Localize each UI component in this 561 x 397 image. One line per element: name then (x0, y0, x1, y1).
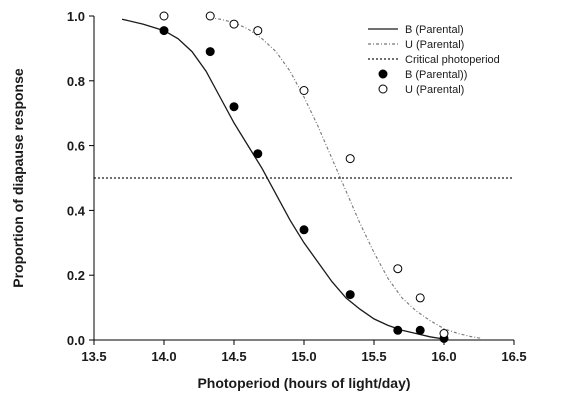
legend-label: U (Parental) (405, 84, 464, 96)
x-tick-label: 16.5 (501, 349, 526, 364)
legend-swatch-marker (378, 69, 388, 79)
y-tick-label: 1.0 (67, 9, 85, 24)
x-ticks: 13.5 14.0 14.5 15.0 15.5 16.0 16.5 (81, 340, 527, 364)
x-axis-label: Photoperiod (hours of light/day) (197, 375, 410, 391)
series-line-0 (121, 18, 440, 340)
data-point-filled (159, 26, 169, 36)
plot-lines (94, 17, 514, 340)
y-tick-label: 0.0 (67, 333, 85, 348)
y-axis-label: Proportion of diapause response (10, 68, 26, 288)
series-line-1 (210, 17, 482, 339)
x-tick-label: 15.0 (291, 349, 316, 364)
legend-label: B (Parental)) (405, 69, 467, 81)
data-point-filled (205, 47, 215, 57)
legend-label: Critical photoperiod (405, 54, 500, 66)
data-point-open (299, 86, 309, 95)
data-point-filled (229, 102, 239, 112)
data-point-filled (299, 225, 309, 235)
legend-label: U (Parental) (405, 39, 464, 51)
plot-points (159, 11, 449, 343)
data-point-filled (253, 149, 263, 159)
x-tick-label: 16.0 (431, 349, 456, 364)
x-tick-label: 14.5 (221, 349, 246, 364)
y-tick-label: 0.8 (67, 74, 85, 89)
data-point-filled (415, 325, 425, 335)
data-point-open (439, 329, 449, 338)
data-point-filled (345, 290, 355, 300)
data-point-open (253, 26, 263, 36)
data-point-filled (393, 325, 403, 335)
x-tick-label: 14.0 (151, 349, 176, 364)
data-point-open (415, 293, 425, 303)
legend: B (Parental) U (Parental) Critical photope… (368, 24, 500, 96)
data-point-open (345, 154, 355, 164)
legend-label: B (Parental) (405, 24, 464, 36)
data-point-open (159, 11, 169, 21)
y-tick-label: 0.2 (67, 268, 85, 283)
x-tick-label: 13.5 (81, 349, 106, 364)
y-tick-label: 0.6 (67, 139, 85, 154)
data-point-open (393, 264, 403, 274)
x-tick-label: 15.5 (361, 349, 386, 364)
y-tick-label: 0.4 (67, 203, 86, 218)
legend-swatch-marker (378, 84, 388, 94)
y-ticks: 0.0 0.2 0.4 0.6 0.8 1.0 (67, 9, 94, 348)
data-point-open (205, 11, 215, 21)
data-point-open (229, 19, 239, 29)
